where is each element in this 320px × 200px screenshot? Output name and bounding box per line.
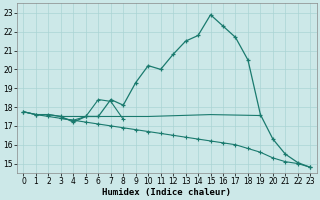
X-axis label: Humidex (Indice chaleur): Humidex (Indice chaleur) [102,188,231,197]
